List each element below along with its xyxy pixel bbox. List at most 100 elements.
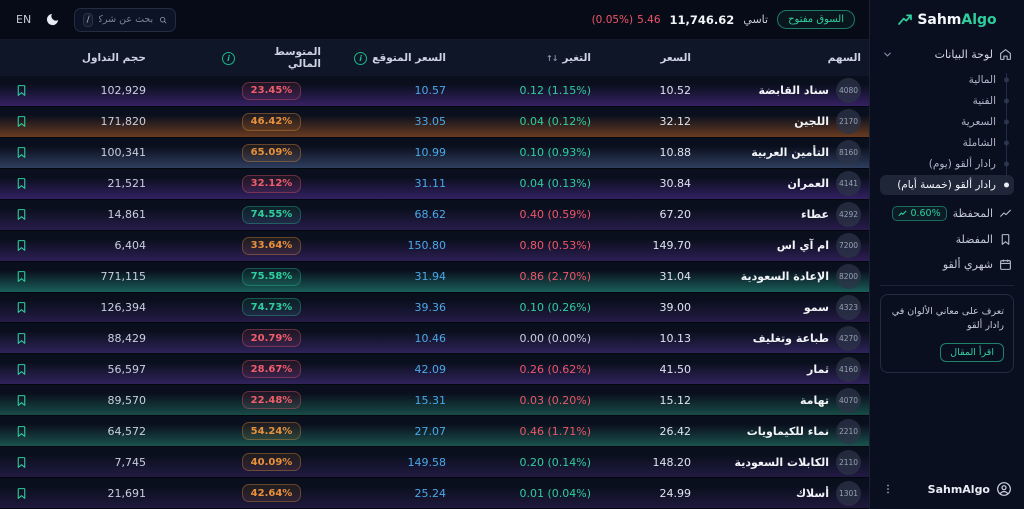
- bookmark-icon[interactable]: [15, 146, 28, 159]
- stock-name-cell[interactable]: 4292 عطاء: [699, 202, 869, 228]
- search-input[interactable]: [99, 14, 154, 25]
- bookmark-icon[interactable]: [15, 208, 28, 221]
- stock-name-cell[interactable]: 8200 الإعادة السعودية: [699, 264, 869, 290]
- sidebar-subitem-5[interactable]: رادار ألقو (خمسة أيام): [880, 175, 1014, 195]
- bookmark-icon[interactable]: [15, 239, 28, 252]
- bookmark-cell[interactable]: [0, 146, 42, 159]
- bookmark-icon[interactable]: [15, 115, 28, 128]
- bookmark-cell[interactable]: [0, 177, 42, 190]
- sidebar-item-monthly[interactable]: شهري ألقو: [880, 252, 1014, 277]
- price-cell: 30.84: [659, 177, 692, 191]
- bookmark-icon[interactable]: [15, 456, 28, 469]
- info-icon[interactable]: i: [354, 51, 368, 65]
- kebab-menu-icon[interactable]: [882, 483, 894, 495]
- subitem-label: الفنية: [972, 95, 996, 107]
- bookmark-cell[interactable]: [0, 487, 42, 500]
- financial-avg-badge: 42.64%: [241, 484, 302, 503]
- table-row[interactable]: 4070 تهامة 15.12 0.03 (0.20%) 15.31 22.4…: [0, 385, 869, 417]
- stock-name-cell[interactable]: 1301 أسلاك: [699, 480, 869, 506]
- stock-name-cell[interactable]: 2210 نماء للكيماويات: [699, 418, 869, 444]
- bookmark-cell[interactable]: [0, 270, 42, 283]
- col-volume[interactable]: حجم التداول: [81, 52, 146, 64]
- bookmark-cell[interactable]: [0, 84, 42, 97]
- read-article-button[interactable]: اقرأ المقال: [940, 342, 1004, 362]
- sidebar-footer[interactable]: SahmAlgo: [880, 477, 1014, 501]
- col-price[interactable]: السعر: [660, 52, 691, 64]
- change-cell: 0.04 (0.12%): [519, 115, 591, 129]
- table-row[interactable]: 2210 نماء للكيماويات 26.42 0.46 (1.71%) …: [0, 416, 869, 448]
- bookmark-icon[interactable]: [15, 363, 28, 376]
- company-search[interactable]: /: [74, 7, 177, 32]
- stock-name-cell[interactable]: 7200 ام آي اس: [699, 233, 869, 259]
- stock-name: الإعادة السعودية: [740, 270, 829, 284]
- table-row[interactable]: 1301 أسلاك 24.99 0.01 (0.04%) 25.24 42.6…: [0, 478, 869, 509]
- bookmark-cell[interactable]: [0, 456, 42, 469]
- bookmark-icon[interactable]: [15, 301, 28, 314]
- bookmark-cell[interactable]: [0, 301, 42, 314]
- tree-dot-icon: [1004, 182, 1009, 188]
- ticker-code-badge: 4141: [836, 171, 861, 197]
- sidebar-subitem-2[interactable]: السعرية: [880, 112, 1014, 132]
- table-row[interactable]: 2110 الكابلات السعودية 148.20 0.20 (0.14…: [0, 447, 869, 479]
- table-row[interactable]: 8200 الإعادة السعودية 31.04 0.86 (2.70%)…: [0, 261, 869, 293]
- table-row[interactable]: 8160 التأمين العربية 10.88 0.10 (0.93%) …: [0, 137, 869, 169]
- moon-icon[interactable]: [45, 12, 60, 27]
- ticker-code-badge: 4070: [836, 387, 861, 413]
- stock-name-cell[interactable]: 2170 اللجين: [699, 109, 869, 135]
- col-expected[interactable]: السعر المتوقع i: [329, 51, 454, 65]
- stock-name-cell[interactable]: 4160 ثمار: [699, 356, 869, 382]
- stock-name-cell[interactable]: 4070 تهامة: [699, 387, 869, 413]
- info-icon[interactable]: i: [222, 51, 235, 65]
- language-toggle[interactable]: EN: [16, 13, 32, 26]
- table-row[interactable]: 4160 ثمار 41.50 0.26 (0.62%) 42.09 28.67…: [0, 354, 869, 386]
- col-change[interactable]: التغير ↓↑: [546, 52, 591, 64]
- bookmark-cell[interactable]: [0, 208, 42, 221]
- stock-name-cell[interactable]: 2110 الكابلات السعودية: [699, 449, 869, 475]
- sidebar-subitem-3[interactable]: الشاملة: [880, 133, 1014, 153]
- bookmark-icon[interactable]: [15, 270, 28, 283]
- bookmark-cell[interactable]: [0, 363, 42, 376]
- bookmark-cell[interactable]: [0, 425, 42, 438]
- sidebar-subitem-0[interactable]: المالية: [880, 70, 1014, 90]
- stock-name-cell[interactable]: 4323 سمو: [699, 294, 869, 320]
- table-row[interactable]: 4292 عطاء 67.20 0.40 (0.59%) 68.62 74.55…: [0, 199, 869, 231]
- bookmark-icon[interactable]: [15, 394, 28, 407]
- portfolio-return-badge: 0.60%: [892, 206, 947, 221]
- bookmark-cell[interactable]: [0, 239, 42, 252]
- bookmark-icon[interactable]: [15, 177, 28, 190]
- sidebar-item-portfolio[interactable]: المحفظة 0.60%: [880, 200, 1014, 227]
- stock-name-cell[interactable]: 8160 التأمين العربية: [699, 140, 869, 166]
- bookmark-icon[interactable]: [15, 332, 28, 345]
- table-row[interactable]: 2170 اللجين 32.12 0.04 (0.12%) 33.05 46.…: [0, 106, 869, 138]
- bookmark-icon[interactable]: [15, 84, 28, 97]
- topbar-tools: / EN: [16, 7, 177, 32]
- stock-name-cell[interactable]: 4270 طباعة وتغليف: [699, 325, 869, 351]
- bookmark-cell[interactable]: [0, 332, 42, 345]
- sidebar-subitem-4[interactable]: رادار ألقو (يوم): [880, 154, 1014, 174]
- stock-name-cell[interactable]: 4141 العمران: [699, 171, 869, 197]
- ticker-code-badge: 4323: [836, 294, 861, 320]
- sidebar-item-dashboard[interactable]: لوحة البيانات: [880, 42, 1014, 67]
- financial-avg-cell: 42.64%: [214, 484, 329, 503]
- stock-name: أسلاك: [795, 486, 829, 500]
- table-row[interactable]: 4141 العمران 30.84 0.04 (0.13%) 31.11 32…: [0, 168, 869, 200]
- bookmark-cell[interactable]: [0, 394, 42, 407]
- col-symbol[interactable]: السهم: [827, 52, 861, 64]
- bookmark-icon[interactable]: [15, 425, 28, 438]
- tree-track: [1006, 73, 1007, 190]
- stock-name-cell[interactable]: 4080 سناد القابضة: [699, 78, 869, 104]
- volume-cell: 88,429: [107, 331, 147, 345]
- table-row[interactable]: 4323 سمو 39.00 0.10 (0.26%) 39.36 74.73%…: [0, 292, 869, 324]
- col-avg[interactable]: المتوسط المالي i: [214, 46, 329, 70]
- table-row[interactable]: 4270 طباعة وتغليف 10.13 0.00 (0.00%) 10.…: [0, 323, 869, 355]
- table-row[interactable]: 4080 سناد القابضة 10.52 0.12 (1.15%) 10.…: [0, 76, 869, 107]
- index-value: 11,746.62: [669, 12, 735, 27]
- bookmark-icon[interactable]: [15, 487, 28, 500]
- financial-avg-badge: 32.12%: [241, 174, 302, 193]
- sidebar-item-favorites[interactable]: المفضلة: [880, 227, 1014, 252]
- bookmark-cell[interactable]: [0, 115, 42, 128]
- sort-arrows-icon: ↓↑: [546, 53, 558, 63]
- stock-name: طباعة وتغليف: [752, 331, 829, 345]
- table-row[interactable]: 7200 ام آي اس 149.70 0.80 (0.53%) 150.80…: [0, 230, 869, 262]
- sidebar-subitem-1[interactable]: الفنية: [880, 91, 1014, 111]
